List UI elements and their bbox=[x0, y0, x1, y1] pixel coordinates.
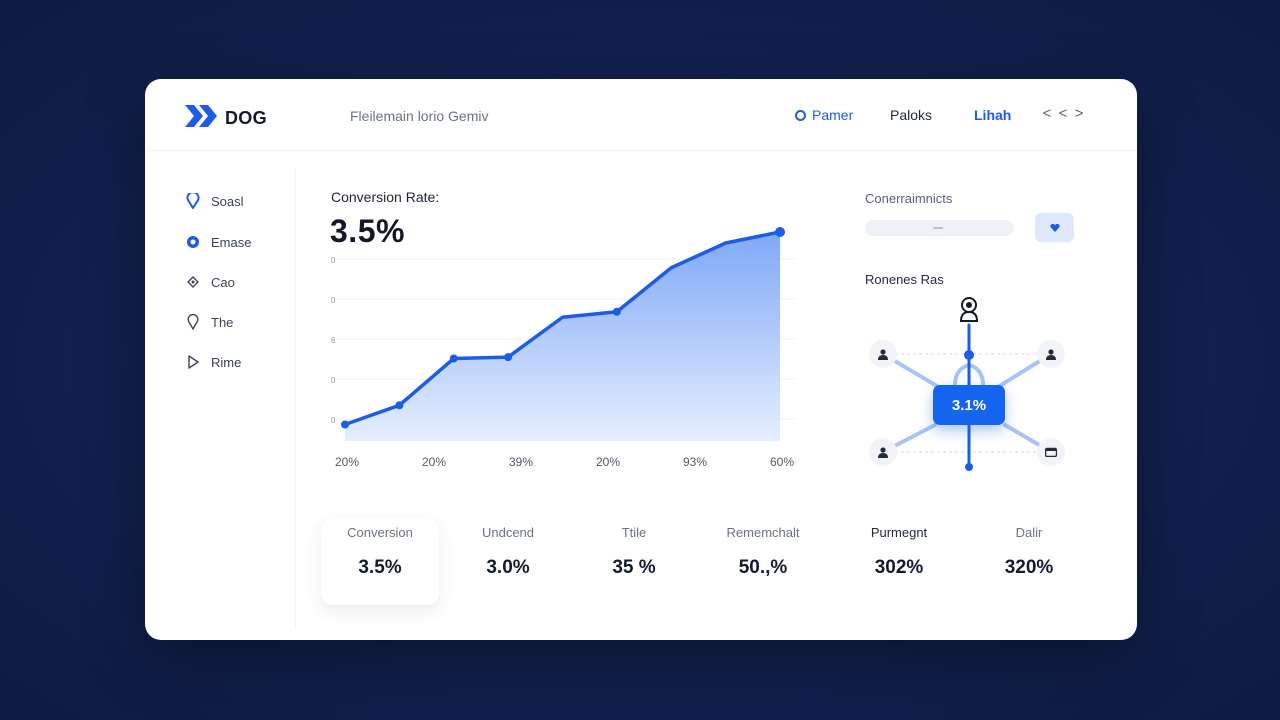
sidebar-item-rime[interactable]: Rime bbox=[185, 354, 241, 370]
x-tick-label: 60% bbox=[770, 455, 794, 469]
brand-name: DOG bbox=[225, 108, 267, 128]
stat-value: 3.0% bbox=[486, 557, 530, 578]
chart-big-value: 3.5% bbox=[330, 213, 405, 249]
user-node-icon[interactable] bbox=[869, 438, 897, 466]
stat-label: Purmegnt bbox=[870, 525, 928, 540]
stat-card[interactable]: Purmegnt 302% bbox=[840, 519, 958, 605]
slider-handle[interactable] bbox=[933, 227, 943, 229]
top-header: DOG Fleilemain lorio Gemiv Pamer Paloks … bbox=[145, 79, 1137, 151]
chevron-left-icon[interactable]: < bbox=[1058, 105, 1068, 122]
sidebar-item-cao[interactable]: Cao bbox=[185, 274, 235, 290]
play-icon bbox=[185, 354, 201, 370]
chart-title: Conversion Rate: bbox=[331, 189, 440, 205]
sidebar-item-soasl[interactable]: Soasl bbox=[185, 193, 244, 209]
user-top-icon[interactable] bbox=[957, 295, 981, 323]
conversion-chart: Conversion Rate: 3.5% 0 0 6 0 0 20% 20% 39% 20% 9… bbox=[305, 169, 825, 489]
data-point[interactable] bbox=[775, 227, 785, 237]
stat-value: 35 % bbox=[612, 557, 656, 578]
x-tick-label: 93% bbox=[683, 455, 707, 469]
dashboard-card: DOG Fleilemain lorio Gemiv Pamer Paloks … bbox=[145, 79, 1137, 640]
stat-label: Ttile bbox=[621, 525, 647, 540]
x-tick-label: 20% bbox=[596, 455, 620, 469]
nav-label: Pamer bbox=[812, 107, 854, 123]
sidebar-item-label: Rime bbox=[211, 354, 242, 370]
x-tick-label: 39% bbox=[509, 455, 533, 469]
stat-value: 302% bbox=[874, 557, 924, 578]
heart-icon bbox=[1049, 219, 1060, 237]
user-node-icon[interactable] bbox=[1037, 340, 1065, 368]
sidebar: Soasl Emase Cao The Rime bbox=[145, 151, 295, 640]
pin-icon bbox=[185, 193, 201, 209]
sidebar-divider bbox=[295, 169, 296, 629]
data-point[interactable] bbox=[395, 401, 404, 410]
logo-chevrons-icon bbox=[185, 105, 219, 132]
nav-item-paloks[interactable]: Paloks bbox=[890, 107, 933, 123]
panel-title: Conerraimnicts bbox=[865, 191, 953, 206]
y-tick-label: 6 bbox=[331, 336, 336, 345]
series-line bbox=[344, 230, 781, 427]
sidebar-item-emase[interactable]: Emase bbox=[185, 234, 251, 250]
chart-plot: 0 0 6 0 0 20% 20% 39% 20% 93% 60% bbox=[331, 227, 795, 469]
nav-item-pamer[interactable]: Pamer bbox=[795, 107, 853, 123]
stat-card[interactable]: Dalir 320% bbox=[970, 519, 1088, 605]
chevron-left-icon[interactable]: < bbox=[1042, 105, 1052, 122]
data-point[interactable] bbox=[449, 354, 458, 363]
sidebar-item-label: Cao bbox=[211, 274, 235, 290]
data-point[interactable] bbox=[504, 353, 513, 362]
brand[interactable]: DOG bbox=[185, 105, 267, 132]
sidebar-item-label: Soasl bbox=[211, 193, 244, 209]
data-point[interactable] bbox=[612, 307, 621, 316]
y-tick-label: 0 bbox=[331, 256, 336, 265]
panel-slider[interactable] bbox=[865, 220, 1014, 236]
folder-node-icon[interactable] bbox=[1037, 438, 1065, 466]
x-tick-label: 20% bbox=[422, 455, 446, 469]
circle-icon bbox=[795, 109, 806, 121]
sidebar-item-the[interactable]: The bbox=[185, 314, 233, 330]
stat-card[interactable]: Undcend 3.0% bbox=[449, 519, 567, 605]
diamond-icon bbox=[185, 274, 201, 290]
stat-label: Undcend bbox=[481, 525, 535, 540]
panel-dropdown-button[interactable] bbox=[1035, 213, 1074, 242]
x-tick-label: 20% bbox=[335, 455, 359, 469]
y-tick-label: 0 bbox=[331, 416, 336, 425]
stat-value: 50.,% bbox=[738, 557, 788, 578]
nav-item-lihah[interactable]: Lihah bbox=[974, 107, 1012, 123]
stat-value: 3.5% bbox=[358, 557, 402, 578]
pager: < < > bbox=[1041, 105, 1085, 122]
stat-value: 320% bbox=[1004, 557, 1054, 578]
stat-card-conversion[interactable]: Conversion 3.5% bbox=[321, 519, 439, 605]
right-panel: Conerraimnicts Ronenes Ras bbox=[845, 169, 1105, 489]
user-node-icon[interactable] bbox=[869, 340, 897, 368]
drop-icon bbox=[185, 314, 201, 330]
conversion-badge[interactable]: 3.1% bbox=[933, 385, 1005, 425]
sidebar-item-label: Emase bbox=[211, 234, 252, 250]
stat-card[interactable]: Rememchalt 50.,% bbox=[704, 519, 822, 605]
y-tick-label: 0 bbox=[331, 296, 336, 305]
panel-subtitle: Ronenes Ras bbox=[865, 272, 944, 287]
breadcrumb[interactable]: Fleilemain lorio Gemiv bbox=[350, 108, 489, 124]
y-tick-label: 0 bbox=[331, 376, 336, 385]
sidebar-item-label: The bbox=[211, 314, 234, 330]
stat-label: Dalir bbox=[1015, 525, 1043, 540]
chevron-right-icon[interactable]: > bbox=[1074, 105, 1084, 122]
stat-card[interactable]: Ttile 35 % bbox=[575, 519, 693, 605]
stat-label: Conversion bbox=[347, 525, 413, 540]
record-icon bbox=[185, 234, 201, 250]
series-area bbox=[345, 232, 780, 441]
stat-label: Rememchalt bbox=[726, 525, 800, 540]
data-point[interactable] bbox=[341, 420, 349, 429]
